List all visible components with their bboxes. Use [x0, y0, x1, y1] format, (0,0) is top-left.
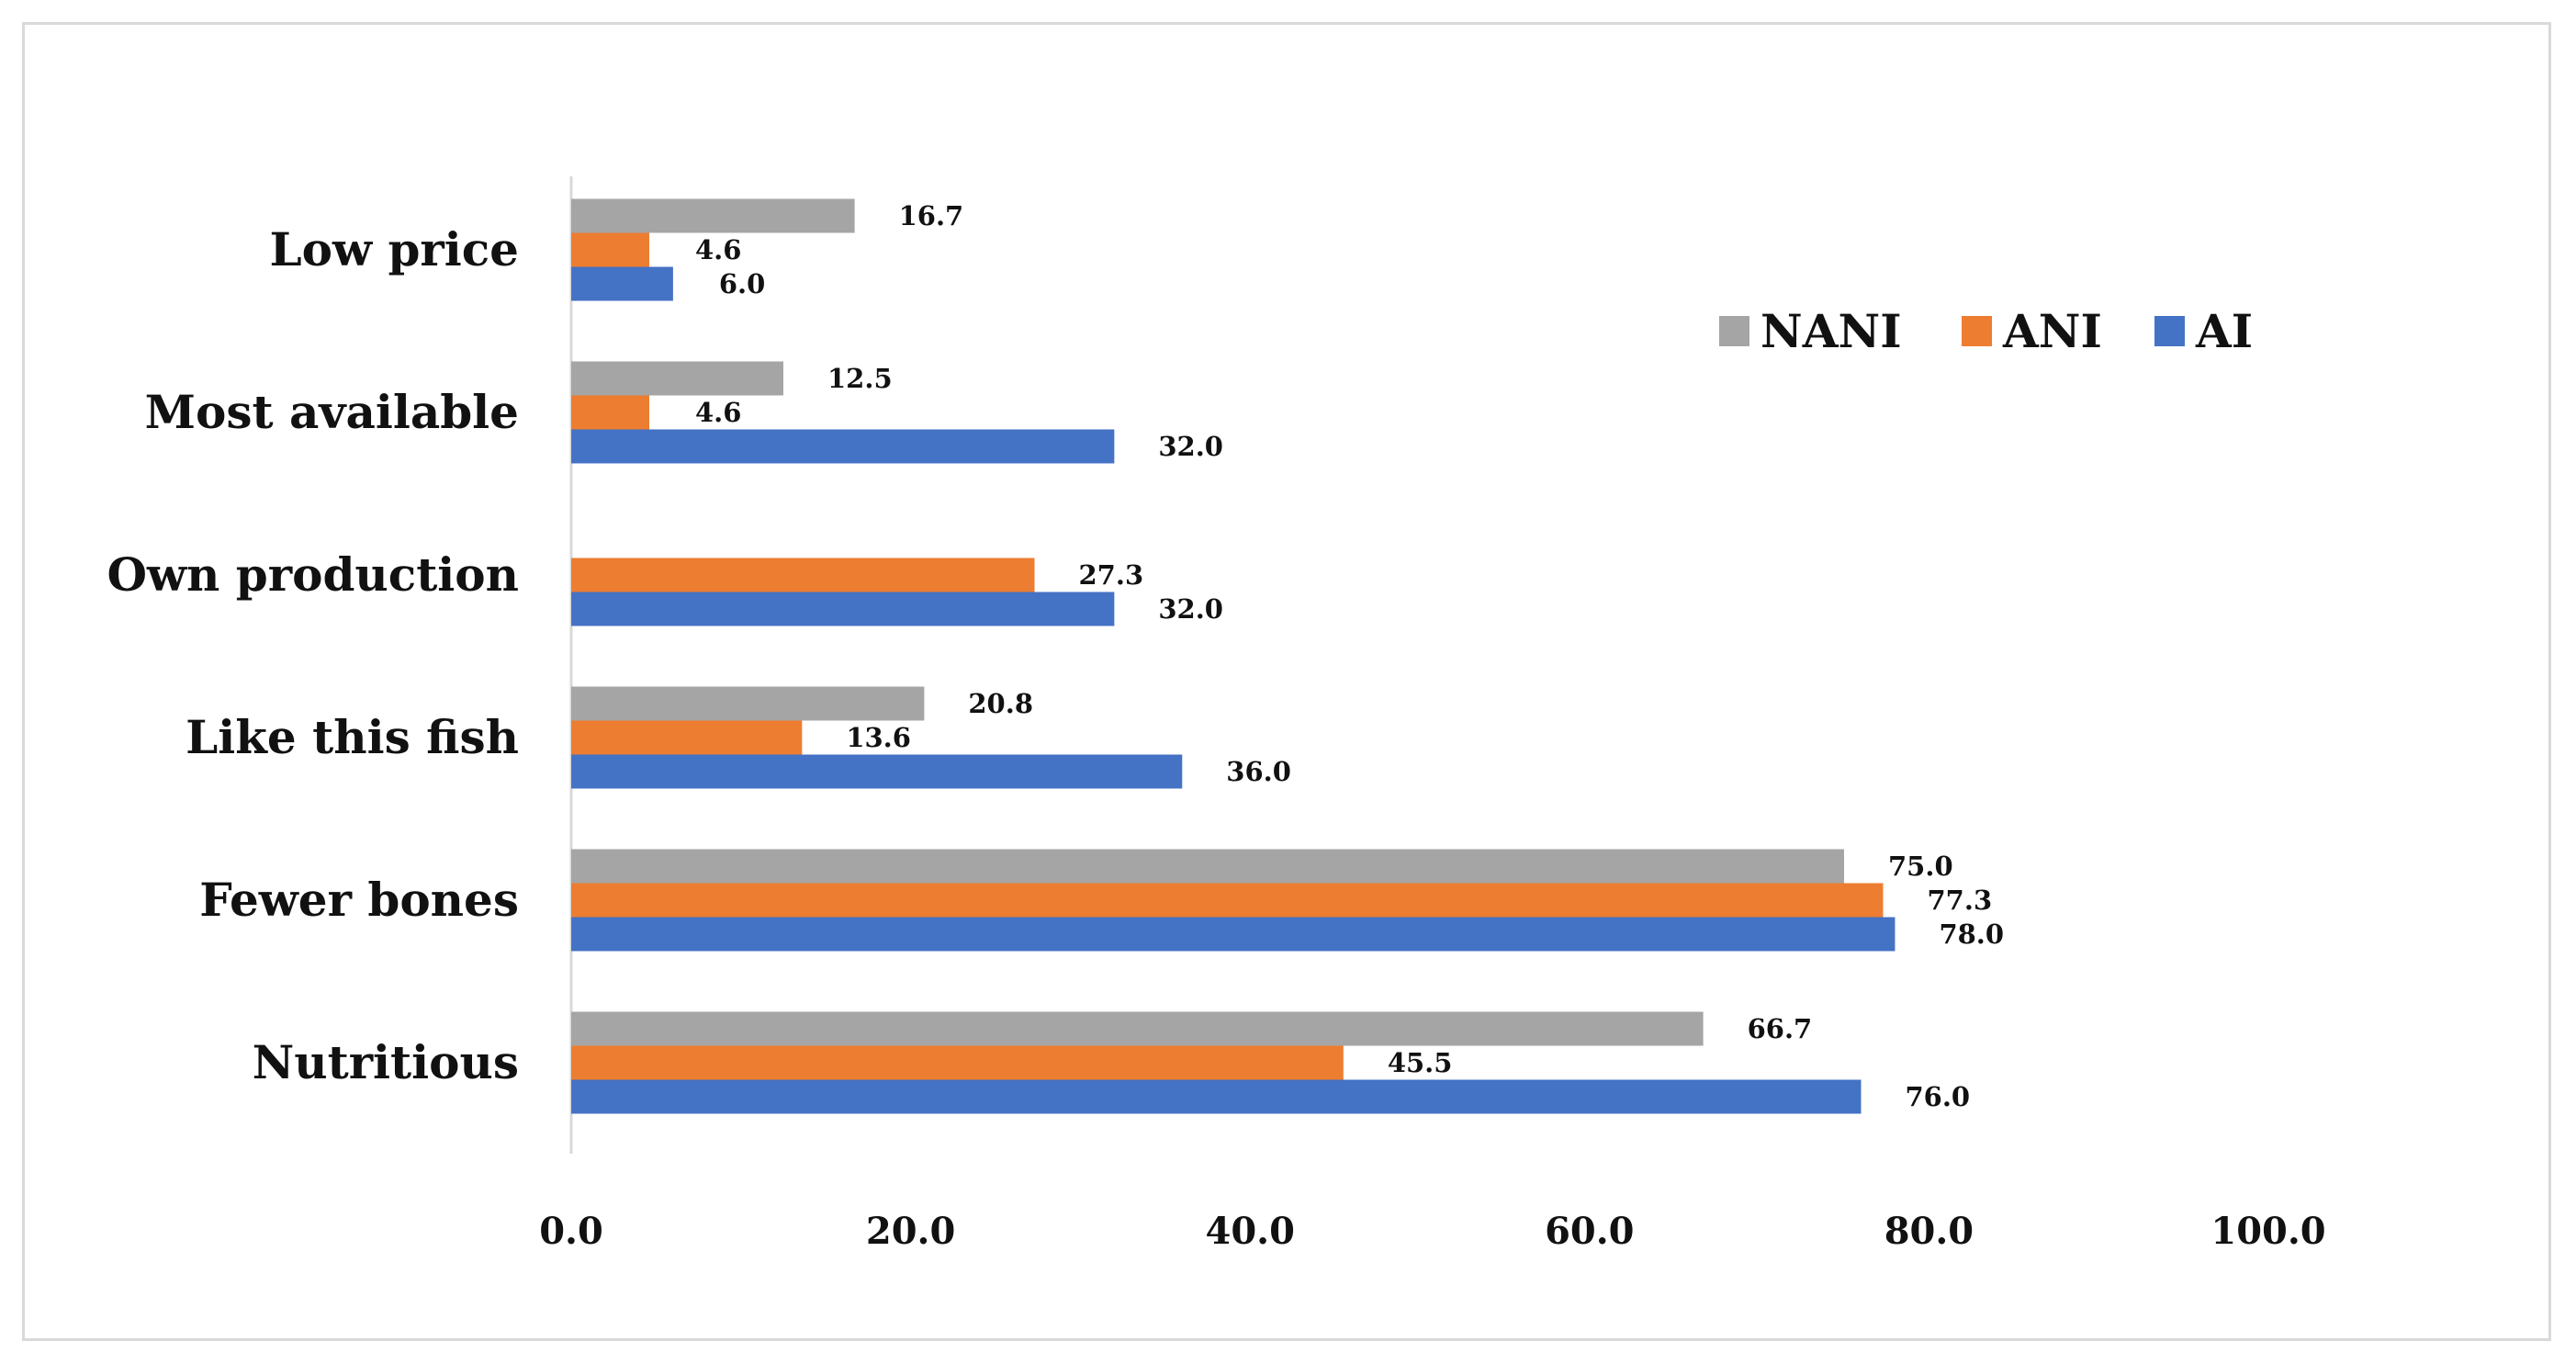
- bar-ai-nutritious: [571, 1079, 1862, 1114]
- data-label-nani-nutritious: 66.7: [1748, 1013, 1813, 1044]
- data-label-ai-most-available: 32.0: [1158, 431, 1223, 462]
- category-label-like-this-fish: Like this fish: [186, 710, 519, 764]
- data-label-ani-most-available: 4.6: [695, 397, 741, 428]
- data-label-ani-nutritious: 45.5: [1388, 1047, 1453, 1078]
- x-tick-label-0: 0.0: [539, 1210, 603, 1253]
- legend-swatch-ani: [1962, 316, 1992, 346]
- data-label-ai-nutritious: 76.0: [1905, 1081, 1970, 1112]
- bar-nani-nutritious: [571, 1011, 1704, 1046]
- bar-ani-most-available: [571, 395, 650, 430]
- x-tick-label-3: 60.0: [1545, 1210, 1634, 1253]
- data-label-nani-fewer-bones: 75.0: [1888, 851, 1953, 882]
- x-tick-label-4: 80.0: [1884, 1210, 1974, 1253]
- data-label-nani-most-available: 12.5: [827, 363, 893, 394]
- category-label-nutritious: Nutritious: [253, 1035, 519, 1089]
- bar-ai-fewer-bones: [571, 917, 1895, 952]
- category-label-low-price: Low price: [269, 222, 519, 276]
- data-label-ai-low-price: 6.0: [719, 268, 765, 299]
- data-label-ai-like-this-fish: 36.0: [1226, 756, 1291, 787]
- legend-swatch-nani: [1719, 316, 1749, 346]
- data-label-nani-low-price: 16.7: [899, 200, 964, 231]
- legend-swatch-ai: [2154, 316, 2185, 346]
- x-tick-label-2: 40.0: [1205, 1210, 1294, 1253]
- category-label-own-production: Own production: [107, 547, 519, 602]
- category-label-most-available: Most available: [145, 385, 519, 439]
- bar-ani-like-this-fish: [571, 720, 803, 755]
- chart-frame: [22, 22, 2551, 1341]
- bar-nani-like-this-fish: [571, 686, 925, 721]
- bar-ai-like-this-fish: [571, 754, 1183, 789]
- data-label-ani-fewer-bones: 77.3: [1928, 885, 1993, 916]
- data-label-nani-like-this-fish: 20.8: [968, 688, 1033, 719]
- data-label-ani-own-production: 27.3: [1079, 559, 1144, 591]
- bar-nani-low-price: [571, 198, 855, 233]
- legend-label-nani: NANI: [1760, 304, 1902, 358]
- bar-ai-low-price: [571, 266, 673, 301]
- bar-ai-most-available: [571, 429, 1115, 464]
- bar-ai-own-production: [571, 592, 1115, 626]
- legend-label-ai: AI: [2195, 304, 2253, 358]
- bar-ani-own-production: [571, 558, 1035, 592]
- legend: NANI ANI AI: [1719, 304, 2253, 358]
- data-label-ai-own-production: 32.0: [1158, 593, 1223, 625]
- bar-nani-fewer-bones: [571, 849, 1844, 884]
- bar-ani-fewer-bones: [571, 883, 1884, 918]
- bar-ani-nutritious: [571, 1045, 1344, 1080]
- bar-nani-most-available: [571, 361, 783, 396]
- bar-ani-low-price: [571, 232, 650, 267]
- x-tick-label-5: 100.0: [2210, 1210, 2325, 1253]
- data-label-ai-fewer-bones: 78.0: [1939, 919, 2004, 950]
- x-tick-label-1: 20.0: [866, 1210, 955, 1253]
- legend-label-ani: ANI: [2002, 304, 2102, 358]
- data-label-ani-like-this-fish: 13.6: [846, 722, 911, 753]
- category-label-fewer-bones: Fewer bones: [199, 873, 519, 927]
- data-label-ani-low-price: 4.6: [695, 234, 741, 265]
